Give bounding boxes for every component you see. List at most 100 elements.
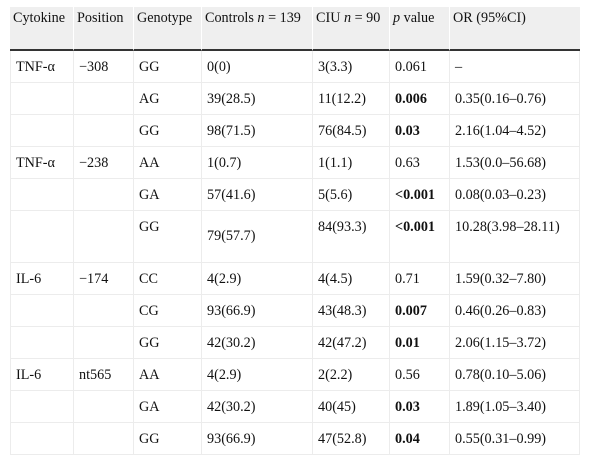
cell-position <box>74 327 134 359</box>
cell-or: – <box>450 51 580 83</box>
cell-controls: 57(41.6) <box>202 179 313 211</box>
cell-genotype: GG <box>134 327 202 359</box>
header-ciu-n: n <box>343 10 352 26</box>
header-controls-n: n <box>257 10 265 26</box>
cell-ciu: 2(2.2) <box>313 359 390 391</box>
header-ciu: CIU n = 90 <box>313 7 390 51</box>
cell-controls: 98(71.5) <box>202 115 313 147</box>
cell-position: −174 <box>74 263 134 295</box>
cell-genotype: GG <box>134 51 202 83</box>
cell-p-value: 0.01 <box>390 327 450 359</box>
cell-genotype: GG <box>134 423 202 455</box>
header-p-suffix: value <box>400 10 435 26</box>
cell-genotype: GG <box>134 115 202 147</box>
cell-controls: 39(28.5) <box>202 83 313 115</box>
header-position-label: Position <box>77 10 124 26</box>
cell-p-value: 0.04 <box>390 423 450 455</box>
cell-cytokine: IL-6 <box>10 359 74 391</box>
cell-ciu: 40(45) <box>313 391 390 423</box>
cell-controls: 1(0.7) <box>202 147 313 179</box>
cell-cytokine <box>10 327 74 359</box>
cell-or: 2.06(1.15–3.72) <box>450 327 580 359</box>
cell-cytokine: TNF-α <box>10 147 74 179</box>
cell-genotype: AA <box>134 359 202 391</box>
table-row: AG 39(28.5) 11(12.2) 0.006 0.35(0.16–0.7… <box>10 83 580 115</box>
header-controls-suffix: = 139 <box>264 10 301 26</box>
cell-or: 1.89(1.05–3.40) <box>450 391 580 423</box>
cell-controls: 93(66.9) <box>202 423 313 455</box>
cell-position <box>74 83 134 115</box>
cell-genotype: AA <box>134 147 202 179</box>
header-controls-prefix: Controls <box>205 10 258 26</box>
header-controls: Controls n = 139 <box>202 7 313 51</box>
cell-ciu: 84(93.3) <box>313 211 390 263</box>
cell-position <box>74 295 134 327</box>
table-row: TNF-α −308 GG 0(0) 3(3.3) 0.061 – <box>10 51 580 83</box>
header-p-italic: p <box>393 10 401 26</box>
cell-genotype: AG <box>134 83 202 115</box>
cell-cytokine: IL-6 <box>10 263 74 295</box>
cell-position: nt565 <box>74 359 134 391</box>
header-or: OR (95%CI) <box>450 7 580 51</box>
header-ciu-suffix: = 90 <box>351 10 381 26</box>
cell-controls: 4(2.9) <box>202 263 313 295</box>
cell-cytokine <box>10 179 74 211</box>
cell-ciu: 3(3.3) <box>313 51 390 83</box>
table-row: TNF-α −238 AA 1(0.7) 1(1.1) 0.63 1.53(0.… <box>10 147 580 179</box>
cell-ciu: 4(4.5) <box>313 263 390 295</box>
header-ciu-prefix: CIU <box>316 10 344 26</box>
cell-p-value: 0.007 <box>390 295 450 327</box>
cell-controls: 42(30.2) <box>202 327 313 359</box>
cell-or: 0.78(0.10–5.06) <box>450 359 580 391</box>
cell-or: 0.35(0.16–0.76) <box>450 83 580 115</box>
cell-or: 1.53(0.0–56.68) <box>450 147 580 179</box>
cell-p-value: 0.71 <box>390 263 450 295</box>
cell-or: 1.59(0.32–7.80) <box>450 263 580 295</box>
cell-or: 0.46(0.26–0.83) <box>450 295 580 327</box>
cell-position <box>74 391 134 423</box>
cell-position <box>74 211 134 263</box>
genotype-table-container: Cytokine Position Genotype Controls n = … <box>10 7 580 455</box>
table-row: GG 79(57.7) 84(93.3) <0.001 10.28(3.98–2… <box>10 211 580 263</box>
cell-p-value: <0.001 <box>390 211 450 263</box>
cell-position: −238 <box>74 147 134 179</box>
header-genotype: Genotype <box>134 7 202 51</box>
cell-position <box>74 179 134 211</box>
cell-ciu: 76(84.5) <box>313 115 390 147</box>
cell-genotype: CG <box>134 295 202 327</box>
cell-position <box>74 115 134 147</box>
cell-genotype: CC <box>134 263 202 295</box>
cell-position <box>74 423 134 455</box>
header-position: Position <box>74 7 134 51</box>
table-row: GA 57(41.6) 5(5.6) <0.001 0.08(0.03–0.23… <box>10 179 580 211</box>
cell-or: 10.28(3.98–28.11) <box>450 211 580 263</box>
cell-controls: 42(30.2) <box>202 391 313 423</box>
cell-ciu: 43(48.3) <box>313 295 390 327</box>
cell-cytokine: TNF-α <box>10 51 74 83</box>
cell-p-value: <0.001 <box>390 179 450 211</box>
cell-cytokine <box>10 295 74 327</box>
cell-genotype: GG <box>134 211 202 263</box>
cell-ciu: 5(5.6) <box>313 179 390 211</box>
genotype-frequency-table: Cytokine Position Genotype Controls n = … <box>10 7 580 455</box>
cell-cytokine <box>10 211 74 263</box>
header-or-label: OR (95%CI) <box>453 10 526 26</box>
cell-p-value: 0.006 <box>390 83 450 115</box>
table-row: IL-6 nt565 AA 4(2.9) 2(2.2) 0.56 0.78(0.… <box>10 359 580 391</box>
cell-ciu: 47(52.8) <box>313 423 390 455</box>
cell-position: −308 <box>74 51 134 83</box>
cell-p-value: 0.63 <box>390 147 450 179</box>
header-p-value: p value <box>390 7 450 51</box>
cell-ciu: 1(1.1) <box>313 147 390 179</box>
cell-controls: 79(57.7) <box>202 211 313 263</box>
cell-p-value: 0.56 <box>390 359 450 391</box>
cell-cytokine <box>10 391 74 423</box>
cell-cytokine <box>10 115 74 147</box>
cell-genotype: GA <box>134 179 202 211</box>
cell-p-value: 0.03 <box>390 391 450 423</box>
header-genotype-label: Genotype <box>137 10 193 26</box>
table-row: CG 93(66.9) 43(48.3) 0.007 0.46(0.26–0.8… <box>10 295 580 327</box>
cell-ciu: 11(12.2) <box>313 83 390 115</box>
table-row: GG 93(66.9) 47(52.8) 0.04 0.55(0.31–0.99… <box>10 423 580 455</box>
cell-p-value: 0.061 <box>390 51 450 83</box>
